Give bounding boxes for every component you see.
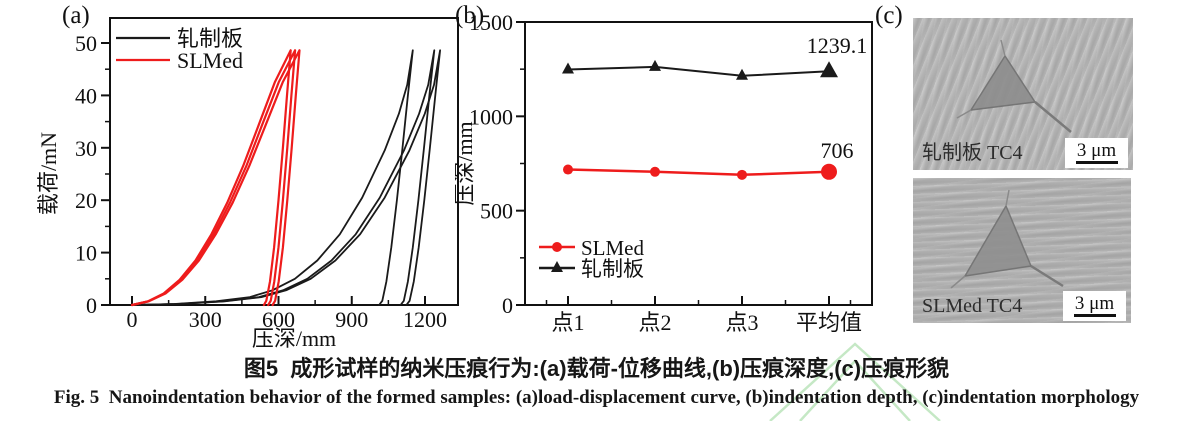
x-category-label: 点1 — [551, 310, 584, 335]
data-point-circle — [821, 163, 837, 180]
x-tick-label: 0 — [127, 307, 138, 332]
indentation-mark-icon — [956, 39, 1072, 133]
x-category-label: 平均值 — [796, 310, 862, 335]
plot-frame — [109, 17, 459, 306]
legend-marker-triangle — [551, 261, 563, 272]
panel-a-plot: 0 300 600 900 1200 0 10 20 30 40 50 压深/mm 载荷/mN 轧制板SL… — [36, 17, 459, 350]
y-tick-label: 50 — [75, 31, 97, 56]
sem-label-slmed: SLMed TC4 — [922, 295, 1023, 317]
y-tick-label: 1000 — [469, 104, 513, 129]
scale-text: 3 μm — [1076, 140, 1117, 161]
caption-chinese: 图5 成形试样的纳米压痕行为:(a)载荷-位移曲线,(b)压痕深度,(c)压痕形… — [243, 356, 950, 381]
x-axis-title: 压深/mm — [252, 326, 336, 350]
indentation-depth-chart: 0 500 1000 1500 点1 点2 点3 平均值 压深/mm 706 1239.1 SLMed… — [455, 10, 873, 335]
avg-value-label: 706 — [821, 138, 854, 163]
data-point-triangle — [736, 68, 748, 80]
y-axis-title: 压深/mm — [455, 121, 477, 205]
sem-image-slmed: SLMed TC4 3 μm — [913, 178, 1131, 323]
y-tick-label: 30 — [75, 136, 97, 161]
x-tick-label: 300 — [189, 307, 222, 332]
data-point-triangle — [820, 61, 838, 78]
scale-bar-slmed: 3 μm — [1063, 291, 1126, 321]
y-tick-label: 40 — [75, 83, 97, 108]
y-tick-label: 0 — [502, 293, 513, 318]
caption-english: Fig. 5 Nanoindentation behavior of the f… — [53, 387, 1140, 408]
load-displacement-chart: 0 300 600 900 1200 0 10 20 30 40 50 压深/mm 载荷/mN 轧制板SL… — [36, 17, 459, 350]
legend-label: 轧制板 — [581, 257, 644, 281]
legend-label: SLMed — [581, 236, 645, 260]
series-line — [567, 168, 830, 177]
load-unload-curve — [131, 49, 441, 306]
panel-b-label: (b) — [455, 2, 485, 29]
avg-value-label: 1239.1 — [807, 33, 868, 58]
panel-c-label: (c) — [875, 2, 903, 29]
plot-frame — [524, 21, 873, 306]
sem-image-rolled-plate: 轧制板 TC4 3 μm — [913, 18, 1133, 170]
series-slmed: 706 — [563, 138, 854, 180]
sem-label-rolled-plate: 轧制板 TC4 — [922, 142, 1023, 164]
scale-bar-rolled: 3 μm — [1065, 138, 1128, 168]
series-rolled-plate: 1239.1 — [562, 33, 867, 80]
load-unload-curve — [130, 49, 301, 307]
series-slmed — [130, 49, 301, 307]
x-tick-label: 1200 — [403, 307, 447, 332]
y-tick-label: 0 — [86, 293, 97, 318]
y-tick-label: 10 — [75, 241, 97, 266]
y-tick-label: 20 — [75, 188, 97, 213]
y-tick-label: 500 — [480, 199, 513, 224]
legend-label: SLMed — [177, 48, 243, 73]
indentation-mark-icon — [950, 189, 1064, 289]
panel-a-label: (a) — [62, 2, 90, 29]
load-unload-curve — [130, 49, 297, 307]
panel-b-plot: 0 500 1000 1500 点1 点2 点3 平均值 压深/mm 706 1239.1 SLMed… — [455, 10, 873, 335]
scale-text: 3 μm — [1074, 293, 1115, 314]
y-tick-label: 1500 — [469, 10, 513, 35]
x-tick-label: 600 — [262, 307, 295, 332]
scale-bar-line — [1073, 314, 1116, 317]
legend-marker-circle — [552, 242, 562, 252]
data-point-triangle — [649, 59, 661, 71]
load-unload-curve — [130, 49, 292, 307]
data-point-circle — [737, 169, 747, 180]
x-category-label: 点2 — [638, 310, 671, 335]
y-axis-title: 载荷/mN — [36, 132, 61, 215]
series-line — [567, 65, 830, 77]
x-tick-label: 900 — [335, 307, 368, 332]
x-category-label: 点3 — [725, 310, 758, 335]
series-rolled-plate — [131, 49, 441, 306]
scale-bar-line — [1075, 161, 1118, 164]
legend-label: 轧制板 — [177, 26, 243, 51]
data-point-triangle — [562, 62, 574, 74]
data-point-circle — [650, 166, 660, 177]
load-unload-curve — [131, 49, 414, 306]
data-point-circle — [563, 164, 573, 175]
